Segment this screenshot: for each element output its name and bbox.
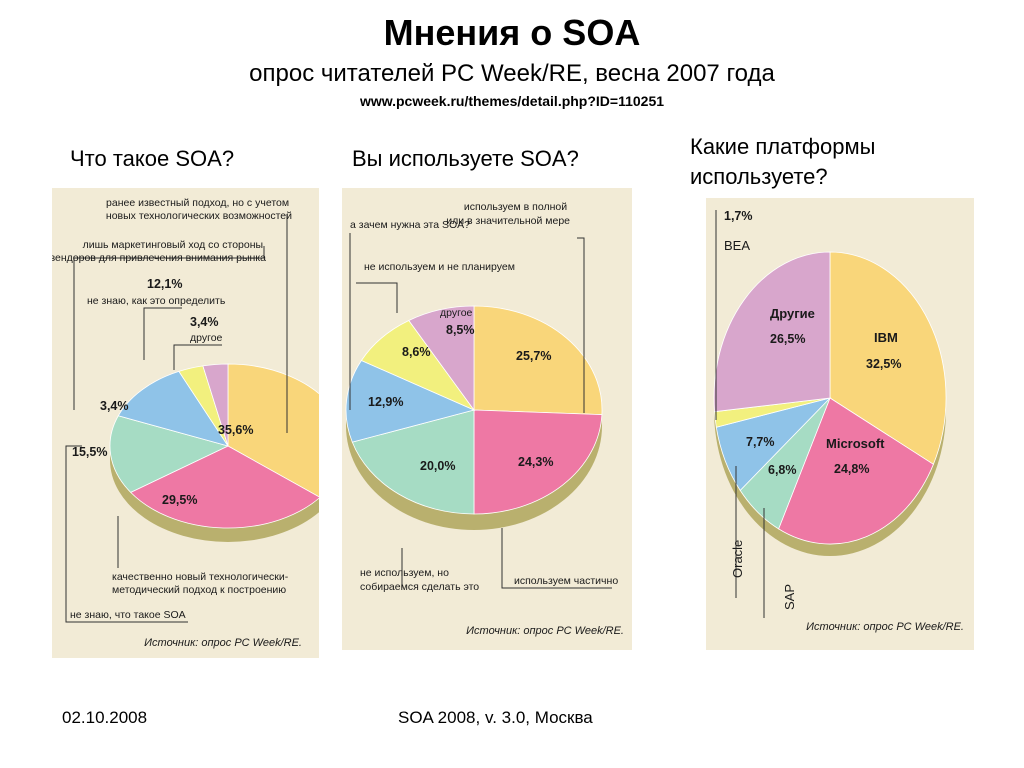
pie1-label-4: 3,4% [100, 399, 129, 413]
label-bea: BEA [724, 238, 750, 253]
pie3-label-3: 7,7% [746, 435, 775, 449]
pie1-slice-2 [109, 415, 230, 493]
pie-chart-what-is-soa: ранее известный подход, но с учетом новы… [50, 197, 347, 649]
label-others: Другие [770, 306, 815, 321]
label-oracle: Oracle [730, 540, 745, 578]
pie1-slice-1 [130, 445, 321, 529]
pie1-label-1: 29,5% [162, 493, 197, 507]
source-note-2: Источник: опрос PC Week/RE. [466, 625, 624, 637]
label-microsoft: Microsoft [826, 436, 885, 451]
annotation-use-full-line1: используем в полной [464, 201, 567, 213]
chart-panel-do-you-use-soa: используем в полной или в значительной м… [342, 188, 632, 650]
footer-event: SOA 2008, v. 3.0, Москва [398, 708, 593, 727]
pie1-slice-5 [202, 363, 229, 447]
annotation-known-approach: ранее известный подход, но с учетом новы… [106, 197, 292, 222]
pie3-label-1: 24,8% [834, 462, 869, 476]
annotation-use-full-line2: или в значительной мере [446, 215, 570, 227]
pie2-slice-1 [473, 409, 603, 515]
pie2-slice-5 [408, 305, 475, 412]
pie3-label-4: 1,7% [724, 209, 753, 223]
pie1-slice-3 [117, 370, 229, 447]
annotation-marketing-line1: лишь маркетинговый ход со стороны [83, 239, 263, 251]
pie2-label-4: 8,6% [402, 345, 431, 359]
pie1-label-3: 12,1% [147, 277, 182, 291]
pie1-label-5: 3,4% [190, 315, 219, 329]
pie3-label-5: 26,5% [770, 332, 805, 346]
pie3-slice-5 [713, 251, 831, 413]
annotation-planning: не используем, но собираемся сделать это [360, 567, 479, 593]
pie-chart-platforms: 1,7% BEA Другие 26,5% IBM 32,5% 7,7% Mic… [713, 209, 964, 633]
pie2-label-1: 24,3% [518, 455, 553, 469]
footer-date: 02.10.2008 [62, 708, 148, 727]
chart-panel-what-is-soa: ранее известный подход, но с учетом новы… [50, 188, 347, 658]
pie-chart-do-you-use-soa: используем в полной или в значительной м… [345, 201, 624, 637]
annotation-planning-line1: не используем, но [360, 567, 449, 579]
pie2-label-2: 20,0% [420, 459, 455, 473]
label-ibm: IBM [874, 330, 898, 345]
annotation-dont-know-define: не знаю, как это определить [87, 295, 226, 307]
source-note-3: Источник: опрос PC Week/RE. [806, 621, 964, 633]
slide-title: Мнения о SOA [383, 12, 641, 53]
question-what-is-soa: Что такое SOA? [70, 146, 235, 171]
annotation-not-planning: не используем и не планируем [364, 261, 515, 273]
pie2-label-3: 12,9% [368, 395, 403, 409]
label-sap: SAP [782, 584, 797, 610]
annotation-marketing-line2: вендоров для привлечения внимания рынка [52, 252, 266, 264]
annotation-marketing: лишь маркетинговый ход со стороны вендор… [52, 239, 266, 264]
annotation-other-1: другое [190, 332, 223, 344]
pie2-slice-2 [351, 409, 475, 515]
question-do-you-use-soa: Вы используете SOA? [352, 146, 579, 171]
annotation-dont-know-soa: не знаю, что такое SOA [70, 609, 186, 621]
pie3-label-0: 32,5% [866, 357, 901, 371]
annotation-other-2: другое [440, 307, 473, 319]
source-note-1: Источник: опрос PC Week/RE. [144, 637, 302, 649]
annotation-known-approach-line2: новых технологических возможностей [106, 210, 292, 222]
annotation-planning-line2: собираемся сделать это [360, 581, 479, 593]
pie3-label-2: 6,8% [768, 463, 797, 477]
chart-panel-platforms: 1,7% BEA Другие 26,5% IBM 32,5% 7,7% Mic… [706, 198, 974, 650]
annotation-why-soa: а зачем нужна эта SOA? [350, 219, 470, 231]
pie2-label-5: 8,5% [446, 323, 475, 337]
pie3-slice-1 [778, 397, 934, 545]
annotation-new-approach-line1: качественно новый технологически- [112, 571, 289, 583]
annotation-use-full: используем в полной или в значительной м… [446, 201, 570, 227]
pie1-label-2: 15,5% [72, 445, 107, 459]
pie3-slice-0 [829, 251, 947, 465]
pie2-slice-0 [473, 305, 603, 416]
annotation-new-approach-line2: методический подход к построению [112, 584, 286, 596]
pie1-label-0: 35,6% [218, 423, 253, 437]
slide-subtitle: опрос читателей PC Week/RE, весна 2007 г… [249, 60, 775, 87]
source-url: www.pcweek.ru/themes/detail.php?ID=11025… [359, 93, 665, 109]
pie2-label-0: 25,7% [516, 349, 551, 363]
annotation-known-approach-line1: ранее известный подход, но с учетом [106, 197, 289, 209]
pie2-slice-3 [345, 359, 476, 443]
annotation-partial: используем частично [514, 575, 618, 587]
question-platforms: Какие платформы используете? [690, 134, 876, 189]
annotation-new-approach: качественно новый технологически- методи… [112, 571, 291, 596]
